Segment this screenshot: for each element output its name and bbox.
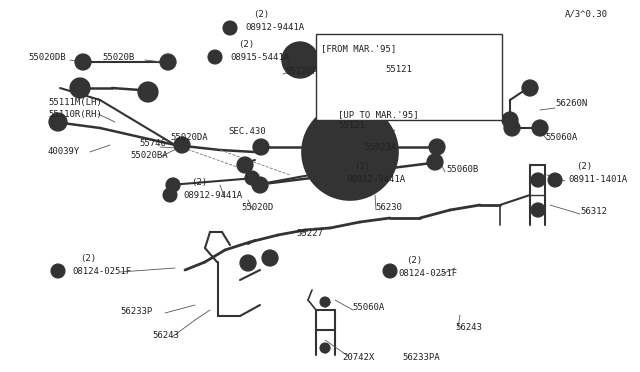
Text: 56243: 56243 xyxy=(152,331,179,340)
Text: N: N xyxy=(552,176,558,185)
Circle shape xyxy=(51,264,65,278)
Circle shape xyxy=(332,134,368,170)
Text: [FROM MAR.'95]: [FROM MAR.'95] xyxy=(321,44,396,53)
Text: 55020B: 55020B xyxy=(102,54,134,62)
Circle shape xyxy=(504,120,520,136)
Circle shape xyxy=(342,144,358,160)
Text: SEC.430: SEC.430 xyxy=(228,128,266,137)
Text: 55120P: 55120P xyxy=(285,67,317,77)
Text: 08912-9441A: 08912-9441A xyxy=(183,192,242,201)
Circle shape xyxy=(532,120,548,136)
Text: (2): (2) xyxy=(253,10,269,19)
Text: 08911-1401A: 08911-1401A xyxy=(568,176,627,185)
Circle shape xyxy=(302,104,398,200)
Text: 55121: 55121 xyxy=(385,65,412,74)
Circle shape xyxy=(475,99,493,117)
Text: 55111M(LH): 55111M(LH) xyxy=(48,99,102,108)
Text: 55121: 55121 xyxy=(338,122,365,131)
Circle shape xyxy=(208,50,222,64)
Text: N: N xyxy=(330,176,336,185)
Text: A/3^0.30: A/3^0.30 xyxy=(565,10,608,19)
Text: 08124-0251F: 08124-0251F xyxy=(398,269,457,279)
Circle shape xyxy=(253,139,269,155)
Circle shape xyxy=(531,173,545,187)
Text: 55020DA: 55020DA xyxy=(170,134,207,142)
Circle shape xyxy=(320,122,380,182)
Text: 55023A: 55023A xyxy=(364,142,396,151)
Circle shape xyxy=(429,139,445,155)
Circle shape xyxy=(427,154,443,170)
Text: 56230: 56230 xyxy=(375,203,402,212)
Text: 55227: 55227 xyxy=(296,228,323,237)
Text: 08124-0251F: 08124-0251F xyxy=(72,267,131,276)
Circle shape xyxy=(290,50,310,70)
Text: 56260N: 56260N xyxy=(555,99,588,109)
Text: 08915-5441A: 08915-5441A xyxy=(230,52,289,61)
Text: 55746: 55746 xyxy=(139,140,166,148)
Text: N: N xyxy=(227,23,233,32)
Text: B: B xyxy=(55,266,61,276)
Circle shape xyxy=(245,171,259,185)
Circle shape xyxy=(223,21,237,35)
Text: 08912-9441A: 08912-9441A xyxy=(245,23,304,32)
Text: 55060A: 55060A xyxy=(545,132,577,141)
Text: (2): (2) xyxy=(354,163,370,171)
Circle shape xyxy=(70,78,90,98)
Text: [UP TO MAR.'95]: [UP TO MAR.'95] xyxy=(338,110,419,119)
Circle shape xyxy=(75,54,91,70)
Text: M: M xyxy=(211,52,219,61)
Circle shape xyxy=(323,81,339,97)
Circle shape xyxy=(240,255,256,271)
Text: 55060A: 55060A xyxy=(352,302,384,311)
Circle shape xyxy=(252,177,268,193)
Text: (2): (2) xyxy=(406,257,422,266)
Circle shape xyxy=(237,157,253,173)
Circle shape xyxy=(282,42,318,78)
Text: 40039Y: 40039Y xyxy=(48,148,80,157)
Circle shape xyxy=(320,297,330,307)
Text: (2): (2) xyxy=(191,179,207,187)
Circle shape xyxy=(49,113,67,131)
Circle shape xyxy=(320,343,330,353)
Text: 20742X: 20742X xyxy=(342,353,374,362)
Circle shape xyxy=(548,173,562,187)
Text: 55110R(RH): 55110R(RH) xyxy=(48,109,102,119)
Text: 55020DB: 55020DB xyxy=(28,54,66,62)
Text: 56312: 56312 xyxy=(580,208,607,217)
Text: 55020BA: 55020BA xyxy=(130,151,168,160)
Text: N: N xyxy=(167,190,173,199)
Text: B: B xyxy=(387,266,393,276)
Circle shape xyxy=(383,264,397,278)
Text: (2): (2) xyxy=(576,163,592,171)
Text: 56243: 56243 xyxy=(455,324,482,333)
Circle shape xyxy=(502,112,518,128)
Circle shape xyxy=(308,110,392,194)
Circle shape xyxy=(531,203,545,217)
Circle shape xyxy=(522,80,538,96)
Text: 56233P: 56233P xyxy=(120,308,152,317)
Circle shape xyxy=(138,82,158,102)
Text: 08912-9441A: 08912-9441A xyxy=(346,176,405,185)
Text: 55020D: 55020D xyxy=(241,203,273,212)
Circle shape xyxy=(326,173,340,187)
Circle shape xyxy=(262,250,278,266)
Text: 55060B: 55060B xyxy=(446,166,478,174)
Text: (2): (2) xyxy=(238,39,254,48)
Text: (2): (2) xyxy=(80,254,96,263)
Circle shape xyxy=(163,188,177,202)
Text: 56233PA: 56233PA xyxy=(402,353,440,362)
Circle shape xyxy=(174,137,190,153)
Circle shape xyxy=(160,54,176,70)
Bar xyxy=(316,34,502,120)
Circle shape xyxy=(166,178,180,192)
